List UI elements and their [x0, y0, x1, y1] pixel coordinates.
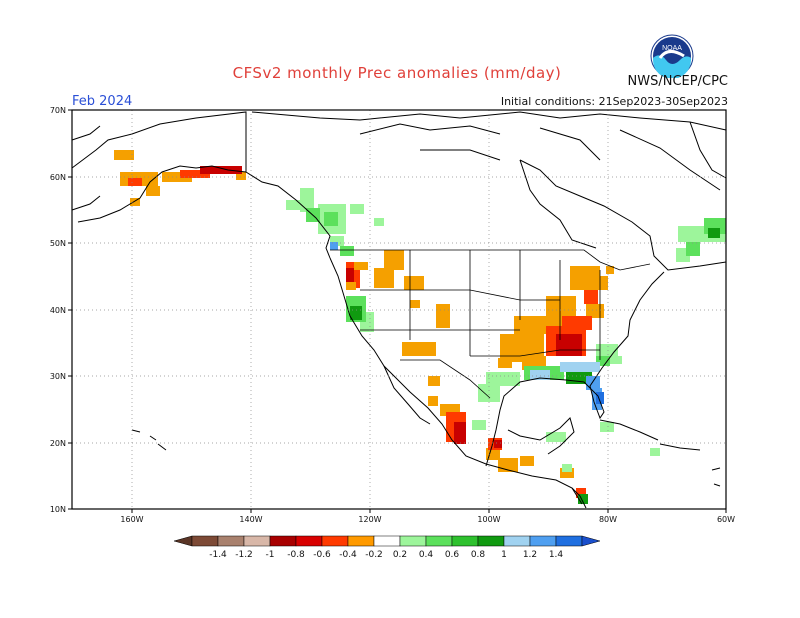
- anomaly-cells: [114, 150, 726, 504]
- colorbar-tick-label: -1.4: [209, 550, 227, 560]
- initial-conditions: Initial conditions: 21Sep2023-30Sep2023: [500, 95, 728, 108]
- colorbar-tick-label: -1: [266, 550, 275, 560]
- colorbar-tick-label: -0.2: [365, 550, 383, 560]
- colorbar-swatch: [477, 535, 505, 547]
- graticule: [72, 110, 726, 509]
- colorbar-tick-label: 1.2: [523, 550, 537, 560]
- agency-label: NWS/NCEP/CPC: [627, 74, 728, 89]
- lat-label: 40N: [50, 306, 66, 315]
- lon-label: 80W: [599, 515, 617, 524]
- lat-label: 30N: [50, 372, 66, 381]
- coastlines: [71, 111, 727, 509]
- noaa-logo-icon: NOAA: [650, 34, 694, 78]
- colorbar-swatch: [191, 535, 219, 547]
- colorbar-tick-label: -0.6: [313, 550, 331, 560]
- lon-label: 120W: [358, 515, 381, 524]
- colorbar-swatch: [529, 535, 557, 547]
- colorbar-swatch: [347, 535, 375, 547]
- colorbar-swatch: [321, 535, 349, 547]
- colorbar-tick-label: -0.8: [287, 550, 305, 560]
- lon-label: 100W: [477, 515, 500, 524]
- colorbar: -1.4 -1.2 -1 -0.8 -0.6 -0.4 -0.2 0.2 0.4 0.6 0.8 1 1…: [173, 535, 601, 560]
- colorbar-tick-label: 0.4: [419, 550, 434, 560]
- colorbar-lower-extension: [173, 535, 193, 547]
- lon-label: 60W: [717, 515, 735, 524]
- svg-text:NOAA: NOAA: [662, 45, 682, 52]
- political-borders: [330, 249, 651, 399]
- colorbar-swatch: [503, 535, 531, 547]
- colorbar-tick-label: 0.6: [445, 550, 460, 560]
- colorbar-swatch: [399, 535, 427, 547]
- colorbar-swatch: [269, 535, 297, 547]
- map-frame: [71, 109, 727, 510]
- colorbar-swatch: [295, 535, 323, 547]
- colorbar-swatch: [243, 535, 271, 547]
- colorbar-tick-label: 1: [501, 550, 507, 560]
- colorbar-swatch: [425, 535, 453, 547]
- colorbar-tick-label: 0.8: [471, 550, 486, 560]
- colorbar-swatch: [217, 535, 245, 547]
- chart-title: CFSv2 monthly Prec anomalies (mm/day): [232, 64, 562, 82]
- colorbar-tick-label: 0.2: [393, 550, 407, 560]
- lat-label: 10N: [50, 505, 66, 514]
- colorbar-swatch: [373, 535, 401, 547]
- lat-label: 70N: [50, 106, 66, 115]
- forecast-month: Feb 2024: [72, 94, 133, 109]
- colorbar-upper-extension: [581, 535, 601, 547]
- colorbar-tick-label: -0.4: [339, 550, 357, 560]
- lat-label: 50N: [50, 239, 66, 248]
- lon-label: 160W: [120, 515, 143, 524]
- lon-label: 140W: [239, 515, 262, 524]
- colorbar-swatch: [451, 535, 479, 547]
- colorbar-tick-label: 1.4: [549, 550, 564, 560]
- colorbar-tick-label: -1.2: [235, 550, 253, 560]
- colorbar-swatch: [555, 535, 583, 547]
- lat-label: 60N: [50, 173, 66, 182]
- lat-label: 20N: [50, 439, 66, 448]
